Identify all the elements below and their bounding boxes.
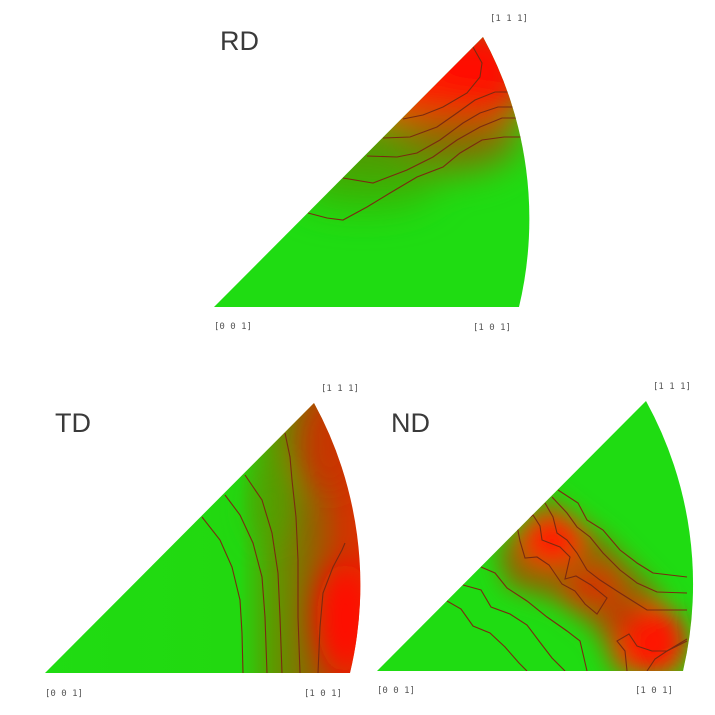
nd-contours — [446, 489, 688, 671]
nd-direction-label: ND — [391, 408, 430, 438]
td-pole-figure: TD [1 1 1] [0 0 1] [1 0 1] — [0, 360, 361, 715]
td-triangle-heatmap — [45, 403, 361, 673]
rd-pole-figure: RD [1 1 1] [0 0 1] [1 0 1] — [214, 14, 530, 333]
td-direction-label: TD — [55, 408, 91, 438]
nd-pole-figure: ND [1 1 1] [0 0 1] [1 0 1] — [360, 360, 715, 715]
nd-triangle-heatmap — [377, 401, 694, 671]
nd-label-111: [1 1 1] — [653, 382, 691, 392]
td-contours — [201, 432, 346, 673]
td-label-001: [0 0 1] — [45, 689, 83, 699]
rd-direction-label: RD — [220, 26, 259, 56]
td-label-111: [1 1 1] — [321, 384, 359, 394]
rd-label-111: [1 1 1] — [490, 14, 528, 24]
nd-label-001: [0 0 1] — [377, 686, 415, 696]
td-label-101: [1 0 1] — [304, 689, 342, 699]
rd-triangle-heatmap — [214, 37, 530, 307]
nd-label-101: [1 0 1] — [635, 686, 673, 696]
rd-label-101: [1 0 1] — [473, 323, 511, 333]
rd-label-001: [0 0 1] — [214, 322, 252, 332]
rd-contours — [307, 46, 526, 221]
